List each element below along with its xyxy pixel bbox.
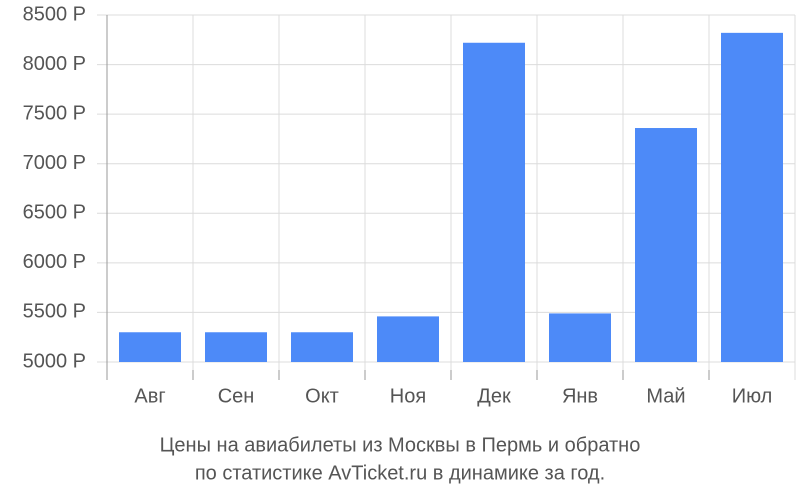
y-tick-label: 5500 Р	[23, 301, 86, 323]
bar	[721, 32, 783, 363]
x-tick-label: Ноя	[390, 385, 426, 407]
bar	[635, 128, 697, 362]
bar	[549, 313, 611, 362]
x-tick-label: Июл	[732, 385, 773, 407]
x-tick-label: Авг	[134, 385, 165, 407]
y-tick-label: 7500 Р	[23, 102, 86, 124]
x-tick-label: Янв	[562, 385, 598, 407]
x-tick-label: Окт	[305, 385, 339, 407]
x-tick-label: Дек	[477, 385, 511, 407]
x-tick-label: Май	[646, 385, 685, 407]
y-tick-label: 7000 Р	[23, 152, 86, 174]
y-tick-label: 6000 Р	[23, 251, 86, 273]
x-tick-label: Сен	[218, 385, 255, 407]
y-tick-label: 5000 Р	[23, 350, 86, 372]
caption-line: по статистике AvTicket.ru в динамике за …	[195, 462, 605, 484]
y-tick-label: 8500 Р	[23, 3, 86, 25]
y-tick-label: 6500 Р	[23, 202, 86, 224]
bar	[291, 332, 353, 362]
bar	[377, 316, 439, 362]
bar	[119, 332, 181, 362]
caption-line: Цены на авиабилеты из Москвы в Пермь и о…	[160, 434, 641, 456]
y-tick-label: 8000 Р	[23, 53, 86, 75]
bar	[463, 42, 525, 362]
bar	[205, 332, 267, 362]
